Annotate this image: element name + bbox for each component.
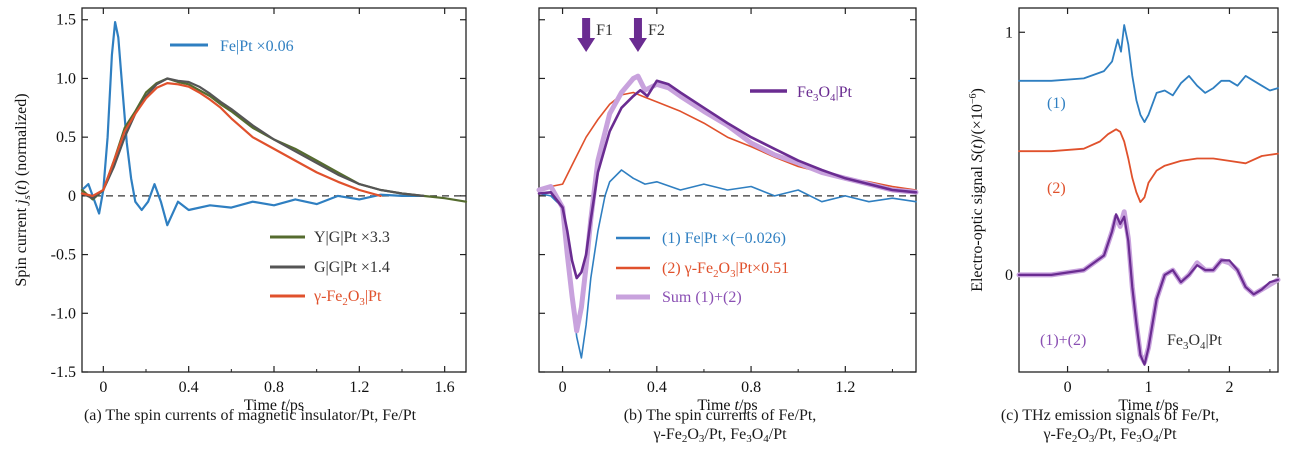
caption-b-sub: 2 bbox=[681, 433, 688, 445]
y-tick-label-c: 1 bbox=[1005, 24, 1013, 41]
caption-c-part: γ-Fe bbox=[1043, 426, 1072, 443]
annotation-c-3: Fe3O4|Pt bbox=[1167, 332, 1223, 352]
caption-b-sub: 3 bbox=[698, 433, 705, 445]
series-line-c-0 bbox=[1018, 24, 1279, 123]
series-line-c-1 bbox=[1018, 128, 1279, 203]
x-tick-label-a: 0.8 bbox=[264, 379, 284, 396]
y-tick-label-a: -1.0 bbox=[51, 305, 76, 322]
series-line-b-2 bbox=[536, 73, 919, 334]
legend-label-a-2: G|G|Pt ×1.4 bbox=[314, 259, 390, 276]
x-tick-label-b: 1.2 bbox=[835, 379, 855, 396]
y-tick-label-a: -0.5 bbox=[51, 247, 76, 264]
caption-c-part: O bbox=[1141, 426, 1154, 443]
x-axis-label-a: Time t/ps bbox=[244, 397, 304, 414]
x-tick-label-a: 1.2 bbox=[349, 379, 369, 396]
caption-b-line2: γ-Fe2O3/Pt, Fe3O4/Pt bbox=[510, 425, 930, 449]
x-tick-label-c: 2 bbox=[1225, 379, 1233, 396]
caption-c-sub: 3 bbox=[1136, 433, 1142, 445]
y-tick-label-a: -1.5 bbox=[51, 364, 76, 381]
series-line-b-3 bbox=[537, 79, 918, 280]
caption-c-line2: γ-Fe2O3/Pt, Fe3O4/Pt bbox=[950, 425, 1270, 449]
caption-c-sub: 4 bbox=[1153, 433, 1159, 445]
y-tick-label-c: 0 bbox=[1005, 267, 1013, 284]
caption-b-part: γ-Fe bbox=[653, 426, 682, 443]
caption-b-part: /Pt, Fe bbox=[704, 426, 747, 443]
y-tick-label-a: 1.0 bbox=[56, 70, 76, 87]
caption-c-sub: 2 bbox=[1071, 433, 1078, 445]
annotation-f2: F2 bbox=[648, 22, 665, 39]
y-axis-label-a: Spin current js(t) (normalized) bbox=[13, 93, 33, 286]
plot-frame-a bbox=[81, 7, 467, 373]
legend-label-a-1: Y|G|Pt ×3.3 bbox=[314, 229, 390, 246]
x-tick-label-a: 1.6 bbox=[435, 379, 455, 396]
arrow-f1-icon bbox=[577, 18, 596, 52]
legend-label-b-1: (2) γ-Fe2O3|Pt×0.51 bbox=[662, 260, 789, 280]
series-line-a-3 bbox=[80, 82, 382, 197]
x-tick-label-b: 0 bbox=[559, 379, 567, 396]
caption-c: (c) THz emission signals of Fe/Pt, γ-Fe2… bbox=[950, 406, 1270, 449]
annotation-c-1: (2) bbox=[1047, 180, 1066, 197]
x-tick-label-b: 0.4 bbox=[647, 379, 667, 396]
x-tick-label-a: 0 bbox=[99, 379, 107, 396]
x-tick-label-a: 0.4 bbox=[179, 379, 199, 396]
caption-b-line1: (b) The spin currents of Fe/Pt, bbox=[623, 407, 817, 424]
caption-b-part: /Pt bbox=[768, 426, 787, 443]
caption-b-sub: 4 bbox=[763, 433, 769, 445]
annotation-c-2: (1)+(2) bbox=[1040, 332, 1086, 349]
x-tick-label-c: 1 bbox=[1145, 379, 1153, 396]
arrow-f2-icon bbox=[628, 18, 647, 52]
x-tick-label-b: 0.8 bbox=[741, 379, 761, 396]
x-tick-label-c: 0 bbox=[1064, 379, 1072, 396]
caption-b-part: O bbox=[687, 426, 699, 443]
legend-label-fe3o4: Fe3O4|Pt bbox=[797, 84, 853, 104]
legend-label-b-0: (1) Fe|Pt ×(−0.026) bbox=[662, 230, 786, 247]
caption-c-part: /Pt, Fe bbox=[1094, 426, 1137, 443]
x-axis-label-b: Time t/ps bbox=[697, 397, 757, 414]
x-axis-label-c: Time t/ps bbox=[1118, 397, 1178, 414]
caption-b-sub: 3 bbox=[746, 433, 752, 445]
caption-b: (b) The spin currents of Fe/Pt, γ-Fe2O3/… bbox=[510, 406, 930, 449]
annotation-f1: F1 bbox=[596, 22, 613, 39]
caption-c-sub: 3 bbox=[1088, 433, 1095, 445]
caption-c-line1: (c) THz emission signals of Fe/Pt, bbox=[1000, 407, 1220, 424]
caption-a: (a) The spin currents of magnetic insula… bbox=[83, 407, 417, 424]
y-tick-label-a: 0.5 bbox=[56, 129, 76, 146]
legend-label-b-2: Sum (1)+(2) bbox=[662, 289, 742, 306]
y-tick-label-a: 0 bbox=[68, 188, 76, 205]
annotation-c-0: (1) bbox=[1047, 95, 1066, 112]
legend-label-a-3: γ-Fe2O3|Pt bbox=[313, 288, 382, 308]
caption-c-part: O bbox=[1077, 426, 1089, 443]
series-line-a-2 bbox=[80, 77, 425, 200]
series-line-a-0 bbox=[80, 21, 425, 227]
legend-label-fept: Fe|Pt ×0.06 bbox=[220, 38, 294, 55]
y-axis-label-c: Electro-optic signal S(t)/(×10−6) bbox=[968, 88, 986, 292]
y-tick-label-a: 1.5 bbox=[56, 12, 76, 29]
caption-b-part: O bbox=[751, 426, 764, 443]
series-line-c-3 bbox=[1017, 213, 1280, 366]
caption-c-part: /Pt bbox=[1158, 426, 1177, 443]
